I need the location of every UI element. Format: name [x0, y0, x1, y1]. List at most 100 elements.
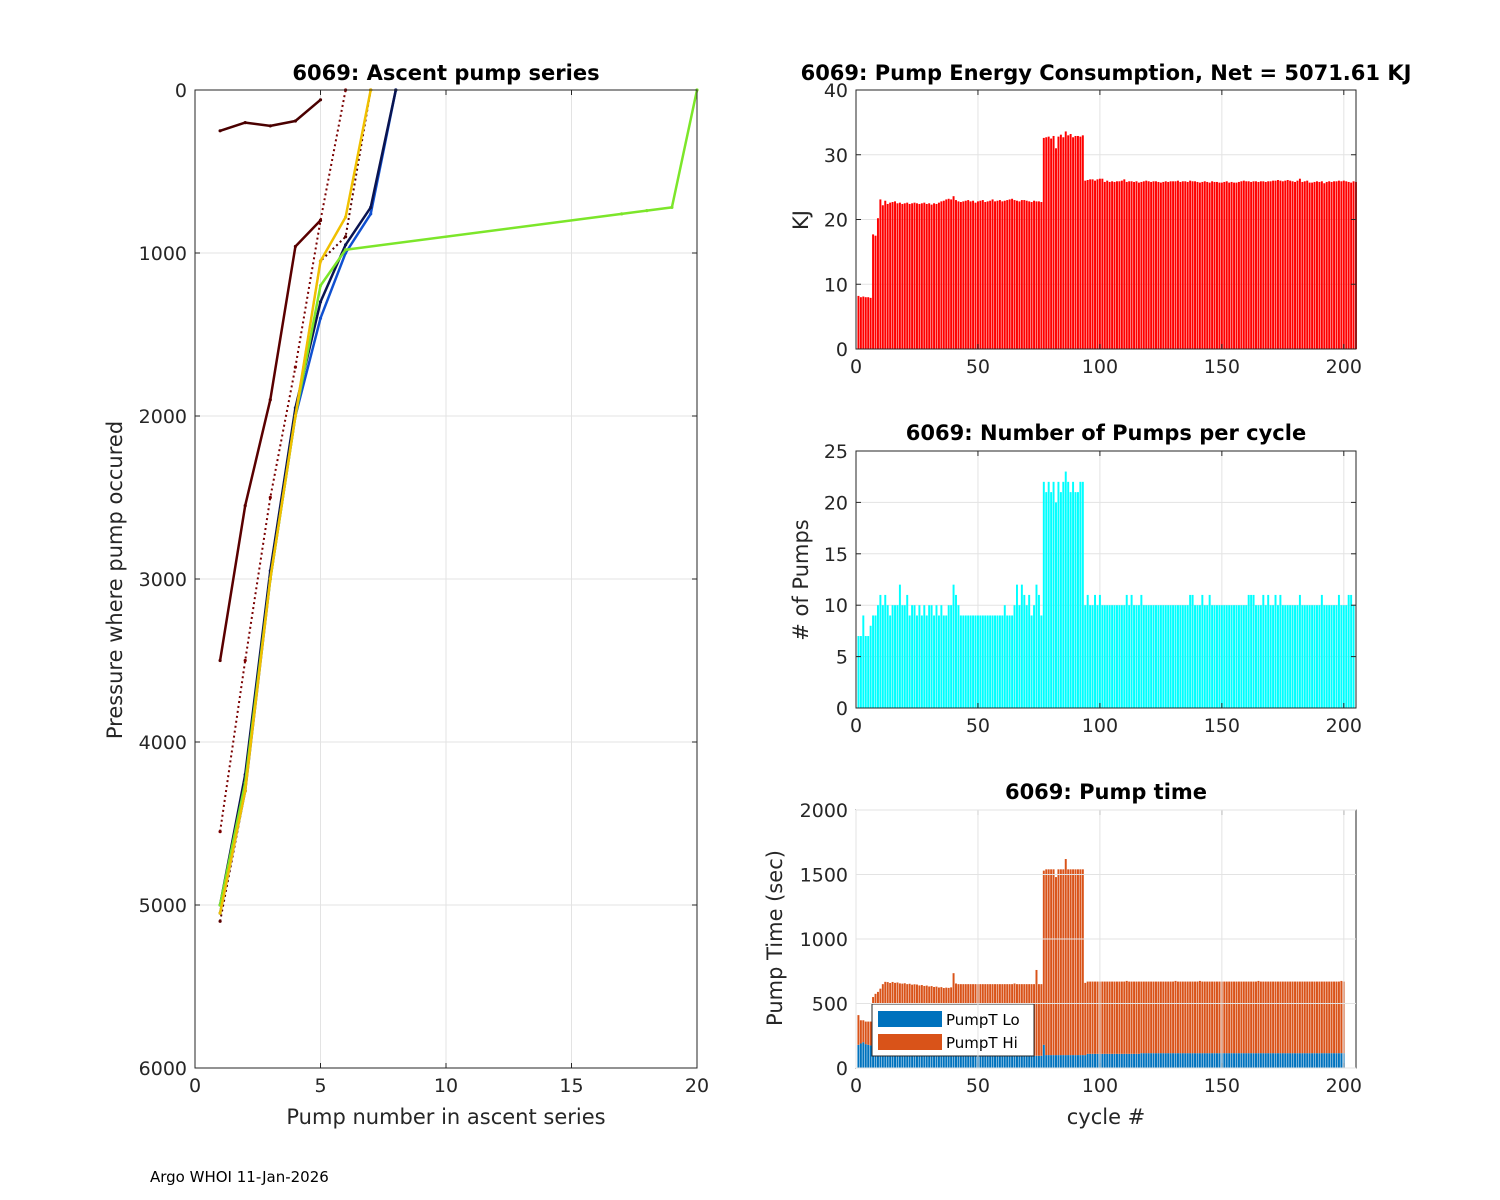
- pumptime-bar-hi: [1274, 981, 1277, 1054]
- pump-time-chart: 6069: Pump time cycle # Pump Time (sec) …: [763, 780, 1362, 1129]
- pumptime-bar-lo: [1230, 1053, 1233, 1068]
- pumptime-bar-hi: [1157, 981, 1160, 1054]
- pumptime-bar-lo: [1291, 1053, 1294, 1068]
- pumps-bar: [1016, 584, 1018, 708]
- pumptime-bar-lo: [1020, 1055, 1023, 1068]
- pumptime-bar-lo: [979, 1055, 982, 1068]
- energy-xtick-label: 100: [1082, 356, 1118, 378]
- energy-bar: [1076, 135, 1079, 349]
- pumptime-bar-lo: [930, 1053, 933, 1068]
- pumps-bar: [1313, 605, 1316, 708]
- energy-bar: [1318, 181, 1321, 349]
- pumptime-xtick-label: 200: [1326, 1075, 1362, 1097]
- pumps-bar: [1201, 594, 1204, 708]
- pumptime-bar-hi: [859, 1020, 862, 1044]
- pumps-bar: [1076, 492, 1079, 708]
- energy-bar: [862, 296, 865, 349]
- pumps-bar: [1164, 605, 1167, 708]
- pumps-axes-box: [855, 450, 1357, 709]
- energy-bar: [950, 199, 953, 349]
- ascent-y-axis-label: Pressure where pump occured: [103, 421, 127, 739]
- energy-bar: [1208, 182, 1211, 349]
- pumptime-bar-hi: [1318, 981, 1321, 1054]
- pumptime-bar-lo: [1306, 1053, 1309, 1068]
- pumptime-bar-lo: [1255, 1053, 1257, 1068]
- pumps-bar: [1237, 605, 1240, 708]
- energy-bar: [1064, 131, 1067, 349]
- pumps-bar: [869, 625, 872, 708]
- pumps-bar: [1284, 605, 1287, 708]
- pumptime-bar-lo: [996, 1055, 999, 1068]
- pumptime-bar-hi: [1206, 981, 1209, 1054]
- energy-bar: [1347, 181, 1350, 349]
- energy-bar: [967, 200, 970, 349]
- pumps-bar: [889, 615, 892, 708]
- pumptime-bar-hi: [1145, 981, 1148, 1054]
- energy-bar: [976, 201, 979, 349]
- energy-bar: [1337, 180, 1340, 349]
- ascent-point: [268, 124, 272, 128]
- pumptime-bar-lo: [891, 1049, 894, 1068]
- ascent-xtick-label: 5: [314, 1075, 326, 1097]
- pumps-bar: [879, 594, 882, 708]
- pumps-ytick-label: 15: [824, 544, 848, 566]
- energy-bar: [864, 297, 867, 349]
- pumptime-bar-hi: [1303, 981, 1306, 1054]
- pumps-bar: [867, 636, 870, 708]
- pumps-bar: [1111, 605, 1114, 708]
- pumps-ytick-label: 25: [824, 441, 848, 463]
- pumptime-bar-hi: [1194, 981, 1196, 1054]
- pumps-bar: [1028, 594, 1031, 708]
- pumptime-bar-hi: [1250, 981, 1253, 1054]
- pumptime-bar-lo: [1113, 1053, 1116, 1068]
- pumptime-bar-hi: [1074, 869, 1077, 1056]
- pumptime-bar-lo: [1194, 1053, 1196, 1068]
- pumptime-bar-lo: [1030, 1055, 1033, 1068]
- pumps-bar: [1242, 605, 1245, 708]
- energy-bar: [1094, 180, 1096, 349]
- energy-bar: [974, 202, 977, 349]
- pumptime-bar-hi: [1069, 869, 1072, 1056]
- pumps-bar: [1030, 615, 1033, 708]
- pumptime-bar-lo: [1218, 1053, 1221, 1068]
- pumps-bar: [862, 615, 865, 708]
- energy-bar: [945, 199, 948, 349]
- pumptime-bar-lo: [1094, 1053, 1096, 1068]
- pumptime-bar-lo: [1272, 1053, 1275, 1068]
- pumptime-bar-lo: [964, 1055, 967, 1068]
- pumptime-bar-hi: [1055, 877, 1057, 1056]
- pumptime-chart-title: 6069: Pump time: [1005, 780, 1207, 804]
- ascent-point: [218, 911, 222, 915]
- pumptime-bar-lo: [1037, 1055, 1040, 1068]
- pumptime-bar-hi: [1035, 969, 1038, 1056]
- pumptime-bar-lo: [1198, 1053, 1201, 1068]
- pumps-bar: [1159, 605, 1162, 708]
- pumptime-bar-hi: [1296, 981, 1299, 1054]
- pumptime-xtick-label: 100: [1082, 1075, 1118, 1097]
- pumps-bar: [1130, 594, 1133, 708]
- pumps-bar: [947, 605, 950, 708]
- energy-bar: [1159, 182, 1162, 349]
- pumps-bar: [1245, 605, 1248, 708]
- pumps-bar: [942, 615, 945, 708]
- pumps-bar: [1191, 594, 1194, 708]
- pumps-bar: [1006, 615, 1009, 708]
- pumptime-bar-lo: [1176, 1053, 1179, 1068]
- pumps-bar: [930, 605, 933, 708]
- pumptime-bar-hi: [1233, 981, 1236, 1054]
- pumps-bar: [1296, 605, 1299, 708]
- pumptime-bar-hi: [1162, 981, 1165, 1054]
- energy-bar: [1296, 180, 1299, 349]
- energy-bar: [1013, 200, 1016, 349]
- pumptime-bar-hi: [1120, 981, 1123, 1054]
- pumptime-bar-lo: [1313, 1053, 1316, 1068]
- energy-bar: [1189, 180, 1192, 349]
- ascent-point: [318, 316, 323, 320]
- energy-bar: [1352, 181, 1355, 349]
- pumps-bar: [1250, 594, 1253, 708]
- pumptime-bar-hi: [1335, 981, 1338, 1054]
- ascent-point: [318, 300, 323, 304]
- pumps-bar: [911, 605, 914, 708]
- pumptime-bar-lo: [1052, 1055, 1055, 1068]
- pumps-bar: [967, 615, 970, 708]
